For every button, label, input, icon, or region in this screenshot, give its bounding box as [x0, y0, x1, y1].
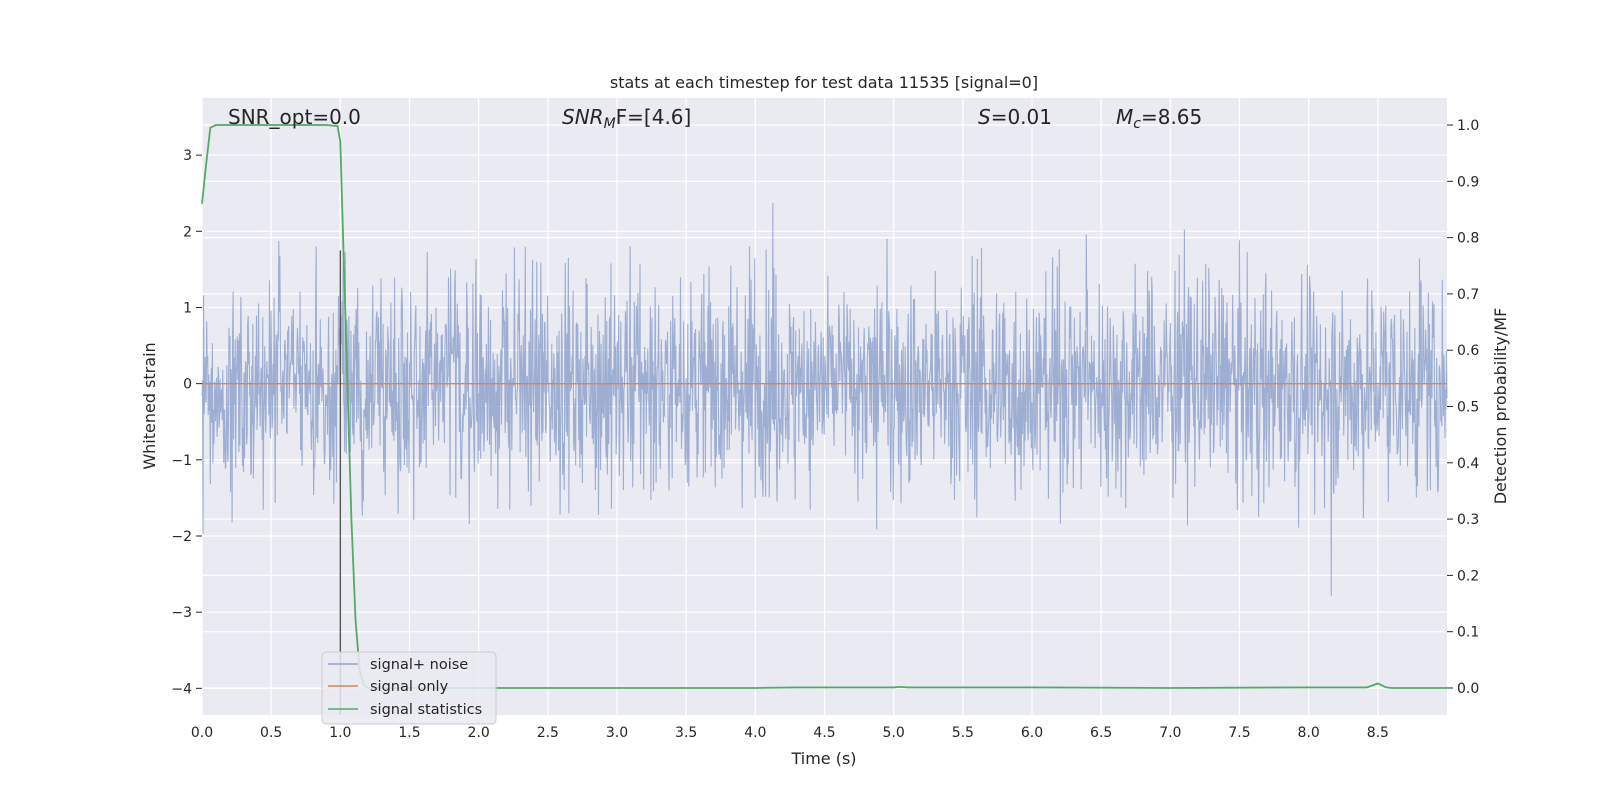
legend-label-signal-noise: signal+ noise	[370, 657, 468, 673]
signal-noise-series	[201, 202, 1448, 596]
y2-tick-label: 0.9	[1457, 174, 1479, 190]
mc-symbol: M	[1116, 105, 1133, 129]
y-tick-label: −1	[171, 453, 192, 469]
y2-tick-label: 0.8	[1457, 231, 1479, 247]
x-tick-label: 0.0	[191, 725, 213, 741]
legend-box	[321, 651, 497, 725]
mc-value: =8.65	[1141, 105, 1202, 129]
x-axis-ticks: 0.0 0.5 1.0 1.5 2.0 2.5 3.0 3.5 4.0 4.5 5.0 5.5 6.0 6…	[191, 725, 1389, 741]
x-tick-label: 5.0	[883, 725, 905, 741]
s-value: =0.01	[991, 105, 1052, 129]
annotation-snr-opt: SNR_opt=0.0	[228, 105, 361, 129]
y-tick-label: 1	[183, 300, 192, 316]
x-tick-label: 8.5	[1367, 725, 1389, 741]
legend-label-signal-statistics: signal statistics	[370, 702, 482, 718]
s-symbol: S	[978, 105, 991, 129]
signal-noise-line	[201, 202, 1448, 596]
mc-sub: c	[1133, 116, 1141, 132]
legend-label-signal-only: signal only	[370, 679, 449, 695]
y2-tick-label: 0.4	[1457, 456, 1479, 472]
x-tick-label: 5.5	[952, 725, 974, 741]
x-tick-label: 6.5	[1090, 725, 1112, 741]
y-tick-label: 0	[183, 377, 192, 393]
x-tick-label: 3.0	[606, 725, 628, 741]
x-tick-label: 4.0	[744, 725, 766, 741]
y-axis-ticks: 3 2 1 0 −1 −2 −3 −4	[171, 148, 202, 697]
x-tick-label: 3.5	[675, 725, 697, 741]
y2-tick-label: 0.5	[1457, 400, 1479, 416]
x-tick-label: 1.5	[398, 725, 420, 741]
x-tick-label: 7.0	[1159, 725, 1181, 741]
y-tick-label: −2	[171, 529, 192, 545]
y-tick-label: −3	[171, 605, 192, 621]
y2-tick-label: 0.0	[1457, 681, 1479, 697]
y2-tick-label: 0.3	[1457, 512, 1479, 528]
x-tick-label: 7.5	[1228, 725, 1250, 741]
y2-axis-ticks: 1.0 0.9 0.8 0.7 0.6 0.5 0.4 0.3 0.2 0.1 0.0	[1447, 118, 1479, 697]
y2-tick-label: 0.7	[1457, 287, 1479, 303]
x-tick-label: 2.0	[468, 725, 490, 741]
y2-tick-label: 0.6	[1457, 343, 1479, 359]
x-tick-label: 1.0	[329, 725, 351, 741]
x-tick-label: 4.5	[813, 725, 835, 741]
snr-mf-sub: M	[604, 116, 616, 132]
x-tick-label: 8.0	[1298, 725, 1320, 741]
y-axis-label: Whitened strain	[140, 342, 159, 469]
y-tick-label: 3	[183, 148, 192, 164]
x-tick-label: 2.5	[537, 725, 559, 741]
x-tick-label: 0.5	[260, 725, 282, 741]
legend: signal+ noise signal only signal statist…	[321, 651, 497, 725]
y2-tick-label: 1.0	[1457, 118, 1479, 134]
x-axis-label: Time (s)	[790, 749, 856, 768]
y-tick-label: 2	[183, 224, 192, 240]
y2-axis-label: Detection probability/MF	[1491, 308, 1510, 505]
snr-mf-rest: F=[4.6]	[616, 105, 692, 129]
chart-title: stats at each timestep for test data 115…	[610, 73, 1038, 92]
y2-tick-label: 0.1	[1457, 625, 1479, 641]
annotation-s: S=0.01	[978, 105, 1052, 129]
snr-mf-base: SNR	[562, 105, 604, 129]
annotation-mc: Mc=8.65	[1116, 105, 1202, 132]
x-tick-label: 6.0	[1021, 725, 1043, 741]
y2-tick-label: 0.2	[1457, 568, 1479, 584]
y-tick-label: −4	[171, 681, 192, 697]
annotation-snr-mf: SNRMF=[4.6]	[562, 105, 691, 132]
